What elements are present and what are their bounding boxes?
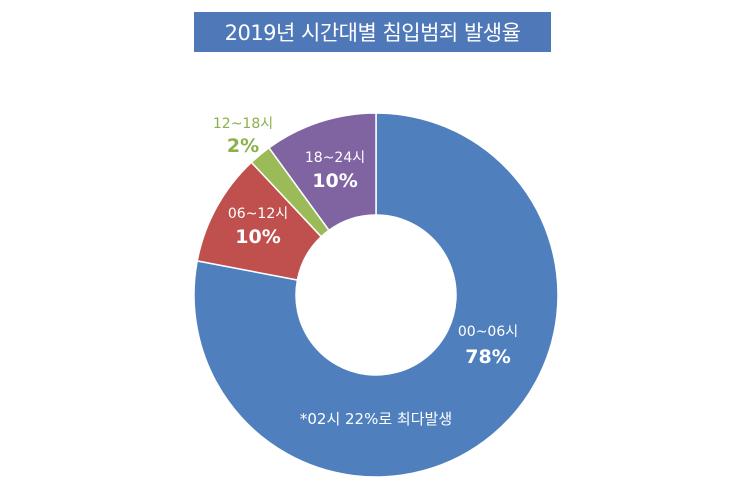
chart-annotation: *02시 22%로 최다발생 (300, 410, 452, 428)
slice-label-06-12-pct: 10% (235, 226, 280, 248)
slice-labels: 00~06시 78% 06~12시 10% 12~18시 2% 18~24시 1… (213, 116, 518, 428)
slice-label-18-24-time: 18~24시 (305, 150, 365, 166)
chart-title: 2019년 시간대별 침입범죄 발생율 (194, 12, 551, 52)
slice-18-24 (267, 112, 377, 232)
slice-label-18-24-pct: 10% (312, 170, 357, 192)
slice-00-06 (193, 112, 559, 478)
slice-label-06-12-time: 06~12시 (228, 206, 288, 222)
slice-label-00-06-time: 00~06시 (458, 324, 518, 340)
slice-label-12-18-pct: 2% (227, 135, 259, 157)
donut-slices (193, 112, 559, 478)
slice-label-00-06-pct: 78% (465, 346, 510, 368)
slice-label-12-18-time: 12~18시 (213, 116, 273, 132)
